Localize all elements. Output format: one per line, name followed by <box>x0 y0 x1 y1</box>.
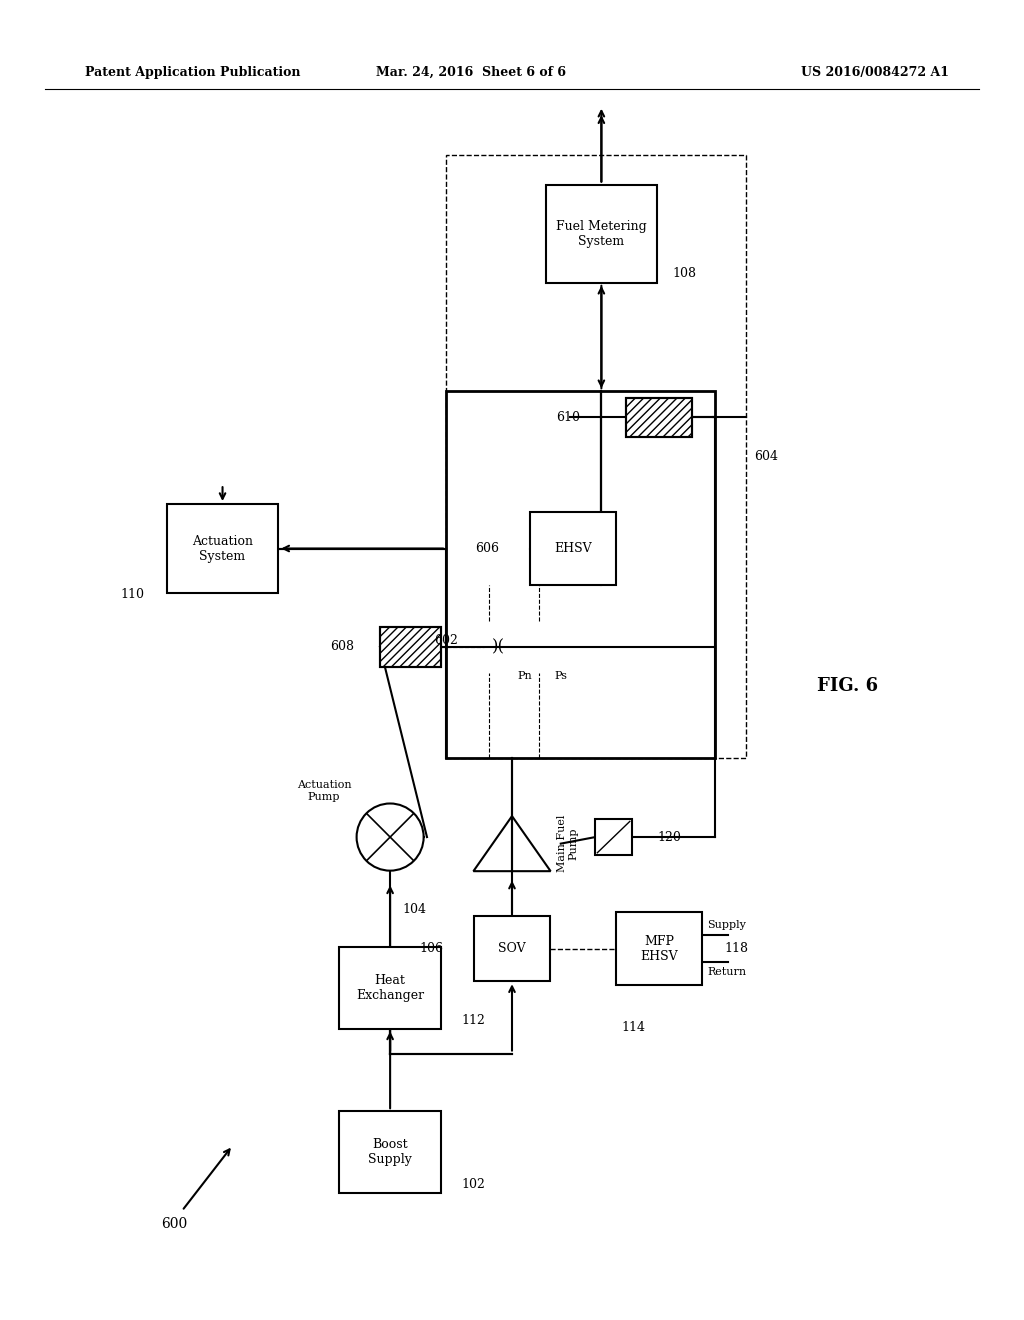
Text: 102: 102 <box>461 1179 485 1191</box>
Bar <box>380 627 441 667</box>
Bar <box>627 397 692 437</box>
Bar <box>339 1111 441 1192</box>
Text: 108: 108 <box>673 267 696 280</box>
Bar <box>616 912 702 985</box>
Text: 602: 602 <box>434 634 458 647</box>
Bar <box>627 397 692 437</box>
Bar <box>446 154 745 759</box>
Text: 118: 118 <box>725 942 749 956</box>
Bar <box>529 512 616 585</box>
Text: 604: 604 <box>754 450 778 463</box>
Text: FIG. 6: FIG. 6 <box>816 677 878 696</box>
Text: Boost
Supply: Boost Supply <box>369 1138 412 1166</box>
Text: Return: Return <box>708 968 746 977</box>
Text: 110: 110 <box>121 587 144 601</box>
Text: Mar. 24, 2016  Sheet 6 of 6: Mar. 24, 2016 Sheet 6 of 6 <box>377 66 566 79</box>
Text: 104: 104 <box>402 903 426 916</box>
Text: )(: )( <box>493 639 505 656</box>
Text: 112: 112 <box>461 1014 485 1027</box>
Text: Actuation
System: Actuation System <box>193 535 253 562</box>
Text: Heat
Exchanger: Heat Exchanger <box>356 974 424 1002</box>
Bar <box>627 397 692 437</box>
Text: 106: 106 <box>420 942 443 956</box>
Text: 120: 120 <box>657 830 681 843</box>
Text: EHSV: EHSV <box>554 543 592 554</box>
Bar <box>546 185 657 282</box>
Bar <box>380 627 441 667</box>
Bar <box>474 916 550 981</box>
Bar <box>167 504 279 593</box>
Text: 606: 606 <box>475 543 500 554</box>
Text: Patent Application Publication: Patent Application Publication <box>85 66 301 79</box>
Bar <box>380 627 441 667</box>
Text: Actuation
Pump: Actuation Pump <box>297 780 351 803</box>
Text: SOV: SOV <box>499 942 525 956</box>
Text: Supply: Supply <box>708 920 746 931</box>
Text: MFP
EHSV: MFP EHSV <box>640 935 678 962</box>
Bar <box>446 391 715 759</box>
Text: Main Fuel
Pump: Main Fuel Pump <box>557 814 579 873</box>
Bar <box>595 818 632 855</box>
Text: US 2016/0084272 A1: US 2016/0084272 A1 <box>801 66 949 79</box>
Text: Pn: Pn <box>517 671 531 681</box>
Text: 600: 600 <box>162 1217 187 1232</box>
Text: Fuel Metering
System: Fuel Metering System <box>556 219 647 248</box>
Text: 114: 114 <box>622 1020 645 1034</box>
Text: 608: 608 <box>331 640 354 653</box>
Ellipse shape <box>356 804 424 871</box>
Text: 610: 610 <box>557 411 581 424</box>
Bar <box>339 948 441 1028</box>
Text: Ps: Ps <box>555 671 567 681</box>
